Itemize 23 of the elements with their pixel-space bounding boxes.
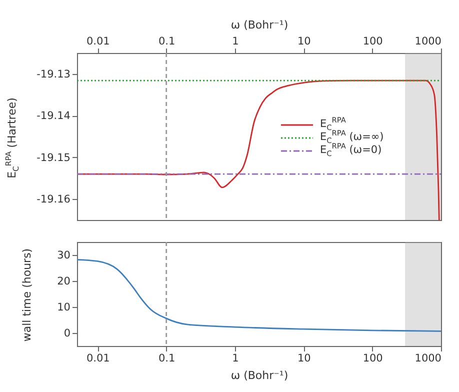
y-tick-label: -19.16 xyxy=(36,194,71,206)
x-axis-title: ω (Bohr⁻¹) xyxy=(230,18,288,32)
x-tick-label: 0.1 xyxy=(158,36,176,48)
x-tick-label: 1000 xyxy=(414,36,442,48)
y-tick-label: -19.13 xyxy=(36,68,70,80)
x-tick-label: 100 xyxy=(362,36,383,48)
y-tick-label: 20 xyxy=(57,276,70,288)
x-axis-title: ω (Bohr⁻¹) xyxy=(230,369,288,382)
x-tick-label: 0.01 xyxy=(86,352,110,364)
x-tick-label: 1 xyxy=(232,352,239,364)
x-tick-label: 1 xyxy=(232,36,239,48)
x-tick-label: 1000 xyxy=(414,352,442,364)
y-tick-label: 10 xyxy=(57,302,70,314)
x-tick-label: 10 xyxy=(297,352,311,364)
x-tick-label: 0.1 xyxy=(158,352,176,364)
y-tick-label: -19.15 xyxy=(36,152,70,164)
x-tick-label: 10 xyxy=(297,36,311,48)
y-axis-title: wall time (hours) xyxy=(20,248,34,342)
x-tick-label: 0.01 xyxy=(86,36,110,48)
y-tick-label: -19.14 xyxy=(36,110,71,122)
x-tick-label: 100 xyxy=(362,352,383,364)
y-tick-label: 30 xyxy=(57,250,70,262)
y-tick-label: 0 xyxy=(64,328,70,340)
